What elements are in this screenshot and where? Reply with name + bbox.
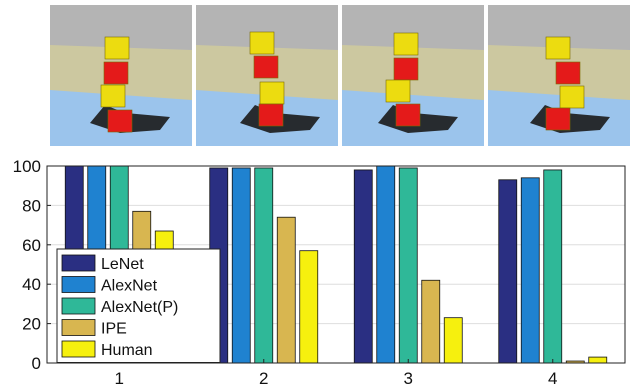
- legend-swatch-alexnet: [61, 276, 96, 293]
- plot-frame: [46, 165, 626, 364]
- bar-lenet-3: [353, 169, 373, 364]
- block-4: [395, 103, 421, 127]
- legend-label-alexnet: AlexNet: [101, 278, 158, 295]
- block-1: [545, 36, 571, 60]
- scene-panel-2: [196, 5, 338, 146]
- bar-ipe-2: [276, 216, 296, 364]
- block-1: [249, 31, 275, 55]
- y-tick-label-20: 20: [22, 315, 41, 334]
- block-1: [393, 32, 419, 56]
- bar-lenet-4: [498, 179, 518, 364]
- legend-swatch-lenet: [61, 254, 96, 272]
- legend-swatch-ipe: [61, 319, 96, 336]
- block-3: [559, 85, 585, 109]
- block-3: [259, 81, 285, 105]
- y-tick-label-80: 80: [22, 196, 41, 215]
- x-tick-label-1: 1: [115, 369, 124, 388]
- legend-label-lenet: LeNet: [101, 256, 144, 273]
- scene-panel-1: [50, 5, 192, 146]
- legend-swatch-human: [61, 340, 96, 358]
- legend-label-human: Human: [101, 342, 153, 359]
- y-tick-label-60: 60: [22, 236, 41, 255]
- bar-alexnet-4: [520, 177, 540, 364]
- block-4: [258, 103, 284, 127]
- legend-swatch-alexnet-p-: [61, 297, 96, 315]
- bar-human-2: [299, 250, 319, 364]
- block-2: [103, 61, 129, 85]
- scene-thumbnails: [50, 5, 630, 146]
- bar-alexnet-p--4: [543, 169, 563, 364]
- scene-panel-3: [342, 5, 484, 146]
- bar-alexnet-2: [231, 167, 251, 364]
- legend-label-alexnet-p-: AlexNet(P): [101, 299, 178, 316]
- scene-panel-4: [488, 5, 630, 146]
- x-tick-label-4: 4: [548, 369, 557, 388]
- y-tick-label-40: 40: [22, 275, 41, 294]
- block-3: [385, 79, 411, 103]
- block-2: [555, 61, 581, 85]
- block-1: [104, 36, 130, 60]
- bar-alexnet-p--2: [254, 167, 274, 364]
- y-tick-label-0: 0: [32, 354, 41, 373]
- bar-alexnet-3: [376, 165, 396, 364]
- block-4: [107, 109, 133, 133]
- bar-human-3: [443, 317, 463, 364]
- block-2: [393, 57, 419, 81]
- bar-alexnet-p--3: [398, 167, 418, 364]
- block-2: [253, 55, 279, 79]
- bar-ipe-3: [421, 279, 441, 364]
- y-tick-label-100: 100: [13, 157, 41, 176]
- block-3: [100, 84, 126, 108]
- x-tick-label-3: 3: [404, 369, 413, 388]
- bar-human-4: [588, 356, 608, 364]
- legend-label-ipe: IPE: [101, 321, 127, 338]
- legend: LeNet AlexNet AlexNet(P) IPE Human: [56, 248, 221, 363]
- block-4: [545, 107, 571, 131]
- x-tick-label-2: 2: [259, 369, 268, 388]
